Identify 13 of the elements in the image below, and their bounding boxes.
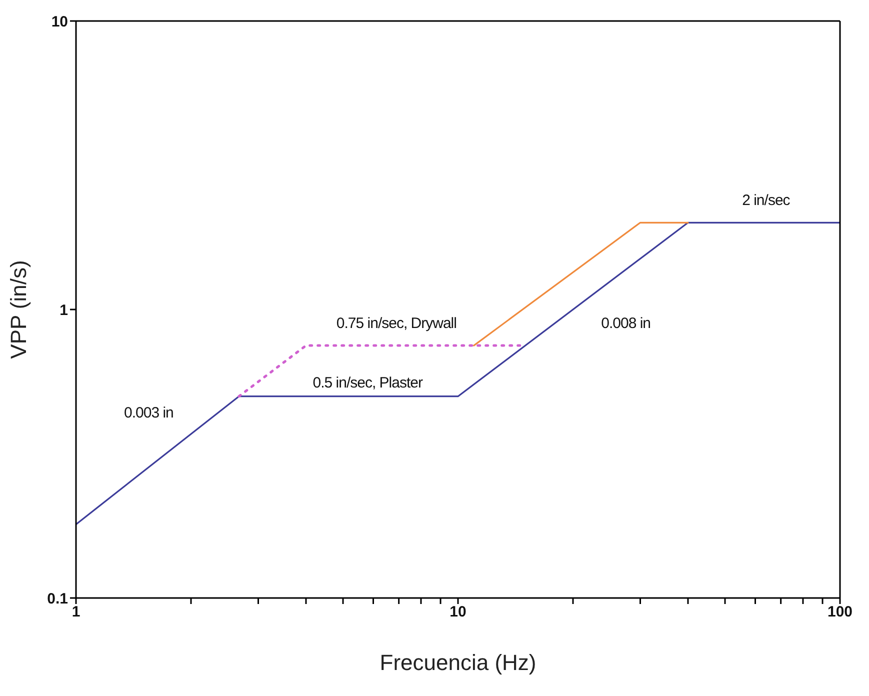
x-tick-label: 1 [72, 604, 80, 621]
y-tick-label: 0.1 [47, 590, 68, 608]
annotation: 0.003 in [124, 404, 174, 422]
annotation: 0.75 in/sec, Drywall [336, 315, 457, 332]
x-tick-label: 10 [450, 604, 466, 621]
x-tick-label: 100 [827, 604, 853, 621]
annotation: 0.008 in [601, 315, 651, 332]
x-axis-title: Frecuencia (Hz) [380, 650, 536, 675]
annotation: 0.5 in/sec, Plaster [312, 374, 423, 392]
y-axis-title: VPP (in/s) [6, 260, 31, 359]
y-tick-label: 10 [51, 13, 68, 30]
y-tick-label: 1 [60, 302, 68, 319]
annotation: 2 in/sec [742, 192, 791, 210]
